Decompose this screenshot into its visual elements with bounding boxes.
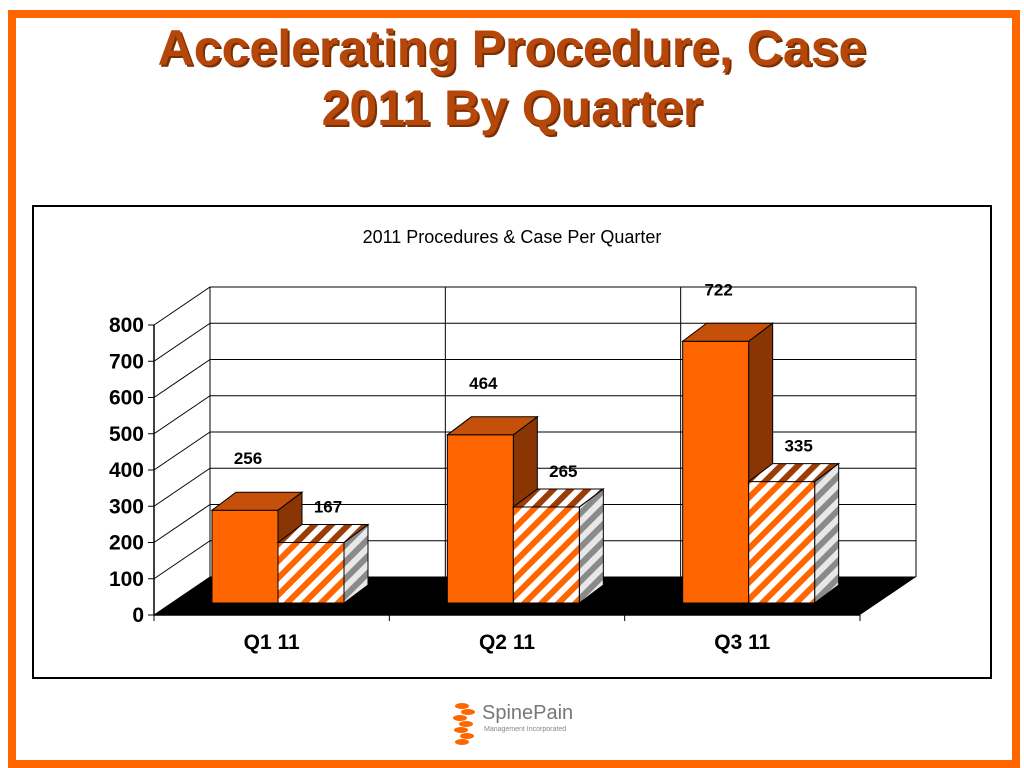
bar-top bbox=[511, 488, 605, 508]
bar bbox=[682, 340, 750, 604]
chart-title: 2011 Procedures & Case Per Quarter bbox=[363, 227, 662, 247]
slide-title-line2: 2011 By Quarter bbox=[321, 80, 703, 136]
bar-chart: 2011 Procedures & Case Per Quarter 0 100 2… bbox=[109, 227, 917, 654]
y-tick-label: 800 bbox=[109, 314, 144, 337]
bar-top bbox=[681, 322, 775, 342]
spine-vertebrae-icon bbox=[453, 703, 475, 745]
y-tick-label: 500 bbox=[109, 423, 144, 446]
gridline-side bbox=[153, 359, 211, 398]
bar bbox=[277, 541, 345, 604]
y-tick-label: 600 bbox=[109, 387, 144, 410]
data-label: 265 bbox=[549, 462, 577, 481]
company-logo: SpinePain Management Incorporated bbox=[448, 700, 588, 750]
bar-top bbox=[276, 523, 370, 543]
bar bbox=[748, 481, 816, 604]
y-tick-label: 700 bbox=[109, 350, 144, 373]
data-label: 167 bbox=[314, 497, 342, 516]
bar-top bbox=[445, 416, 539, 436]
bar-side bbox=[814, 462, 840, 604]
data-label: 256 bbox=[234, 449, 262, 468]
y-tick-label: 100 bbox=[109, 568, 144, 591]
y-tick-label: 400 bbox=[109, 459, 144, 482]
slide-title: Accelerating Procedure, Case 2011 By Qua… bbox=[60, 18, 964, 138]
y-tick-label: 300 bbox=[109, 495, 144, 518]
bar bbox=[211, 509, 279, 604]
gridline-side bbox=[153, 540, 211, 580]
logo-subtitle: Management Incorporated bbox=[484, 726, 567, 733]
gridline-side bbox=[153, 286, 211, 326]
x-tick-label: Q1 11 bbox=[244, 631, 300, 654]
bar-top bbox=[210, 491, 304, 511]
x-tick-label: Q2 11 bbox=[479, 631, 535, 654]
slide-title-line1: Accelerating Procedure, Case bbox=[157, 20, 867, 76]
gridline-side bbox=[153, 467, 211, 507]
bar-side bbox=[578, 487, 604, 604]
gridline-side bbox=[153, 395, 211, 435]
gridline-side bbox=[153, 322, 211, 362]
logo-name: SpinePain bbox=[482, 702, 574, 724]
y-tick-label: 200 bbox=[109, 532, 144, 555]
data-label: 464 bbox=[469, 374, 498, 393]
data-label: 335 bbox=[784, 437, 812, 456]
y-tick-label: 0 bbox=[132, 604, 144, 627]
bar-top bbox=[747, 463, 841, 483]
data-label: 722 bbox=[704, 280, 732, 299]
chart-container: 2011 Procedures & Case Per Quarter 0 100 2… bbox=[32, 205, 992, 679]
bar bbox=[446, 434, 514, 604]
x-tick-label: Q3 11 bbox=[714, 631, 770, 654]
gridline-side bbox=[153, 504, 211, 543]
bar bbox=[512, 506, 580, 604]
gridline-side bbox=[153, 431, 211, 471]
